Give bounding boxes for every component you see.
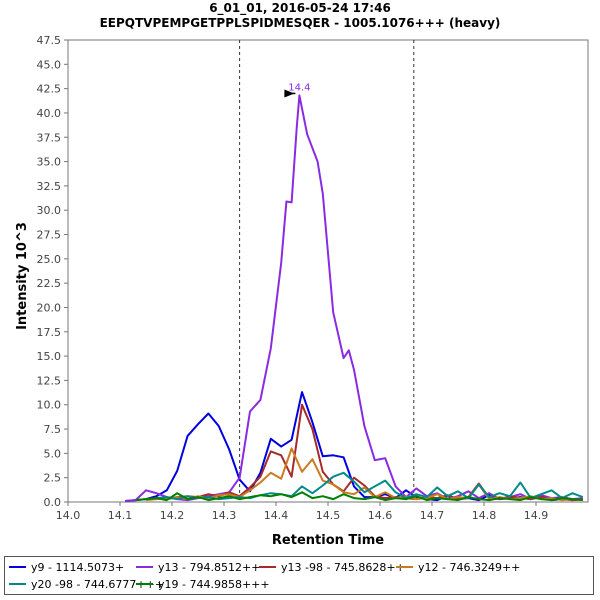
legend-item: y19 - 744.9858+++ — [136, 576, 270, 592]
legend-swatch — [9, 566, 26, 568]
integration-boundaries — [239, 40, 415, 502]
legend-swatch — [396, 566, 413, 568]
peak-label: 14.4 — [288, 82, 310, 93]
x-axis-label: Retention Time — [272, 533, 384, 548]
legend-label: y13 -98 - 745.8628++ — [281, 560, 405, 574]
y-tick-label: 20.0 — [37, 301, 62, 314]
legend: y9 - 1114.5073+ y13 - 794.8512++ y13 -98 -… — [4, 556, 594, 595]
peak-annotation: 14.4 — [284, 82, 311, 98]
y-tick-label: 12.5 — [37, 374, 62, 387]
legend-label: y20 -98 - 744.6777+++ — [31, 577, 165, 591]
y-tick-label: 35.0 — [37, 156, 62, 169]
y-tick-label: 5.0 — [44, 447, 62, 460]
y-tick-label: 10.0 — [37, 399, 62, 412]
series-lines — [125, 94, 584, 502]
legend-item: y13 - 794.8512++ — [136, 559, 260, 575]
plot-area — [67, 39, 589, 503]
legend-label: y9 - 1114.5073+ — [31, 560, 125, 574]
x-tick-label: 14.1 — [108, 509, 133, 522]
x-tick-label: 14.2 — [160, 509, 185, 522]
x-tick-label: 14.3 — [212, 509, 237, 522]
y-tick-label: 22.5 — [37, 277, 62, 290]
legend-item: y13 -98 - 745.8628++ — [259, 559, 405, 575]
y-tick-label: 32.5 — [37, 180, 62, 193]
x-axis: 14.0 14.1 14.2 14.3 14.4 14.5 14.6 14.7 14.8 14.9 — [56, 502, 549, 522]
x-tick-label: 14.5 — [316, 509, 341, 522]
series-line-2 — [156, 403, 583, 502]
y-tick-label: 2.5 — [44, 472, 62, 485]
legend-item: y20 -98 - 744.6777+++ — [9, 576, 164, 592]
y-axis-label: Intensity 10^3 — [15, 222, 30, 330]
legend-label: y13 - 794.8512++ — [158, 560, 261, 574]
x-tick-label: 14.7 — [420, 509, 445, 522]
legend-item: y9 - 1114.5073+ — [9, 559, 124, 575]
x-tick-label: 14.6 — [368, 509, 393, 522]
y-tick-label: 42.5 — [37, 83, 62, 96]
y-tick-label: 40.0 — [37, 107, 62, 120]
legend-swatch — [259, 566, 276, 568]
series-line-5 — [135, 491, 583, 502]
y-tick-label: 25.0 — [37, 253, 62, 266]
x-tick-label: 14.4 — [264, 509, 289, 522]
legend-swatch — [136, 566, 153, 568]
y-tick-label: 30.0 — [37, 204, 62, 217]
legend-swatch — [9, 583, 26, 585]
legend-swatch — [136, 583, 153, 585]
y-tick-label: 45.0 — [37, 58, 62, 71]
chart-title: 6_01_01, 2016-05-24 17:46 — [209, 1, 391, 16]
legend-label: y12 - 746.3249++ — [418, 560, 521, 574]
y-tick-label: 17.5 — [37, 326, 62, 339]
y-tick-label: 15.0 — [37, 350, 62, 363]
x-tick-label: 14.8 — [472, 509, 497, 522]
y-tick-label: 27.5 — [37, 229, 62, 242]
y-axis: 0.0 2.5 5.0 7.5 10.0 12.5 15.0 17.5 20.0 22.5 25.0… — [37, 34, 68, 509]
x-tick-label: 14.9 — [524, 509, 549, 522]
plot-frame — [67, 39, 589, 503]
y-tick-label: 47.5 — [37, 34, 62, 47]
y-tick-label: 0.0 — [44, 496, 62, 509]
chart-subtitle: EEPQTVPEMPGETPPLSPIDMESQER - 1005.1076++… — [100, 16, 501, 30]
y-tick-label: 7.5 — [44, 423, 62, 436]
y-tick-label: 37.5 — [37, 131, 62, 144]
legend-label: y19 - 744.9858+++ — [158, 577, 270, 591]
x-tick-label: 14.0 — [56, 509, 81, 522]
legend-item: y12 - 746.3249++ — [396, 559, 520, 575]
